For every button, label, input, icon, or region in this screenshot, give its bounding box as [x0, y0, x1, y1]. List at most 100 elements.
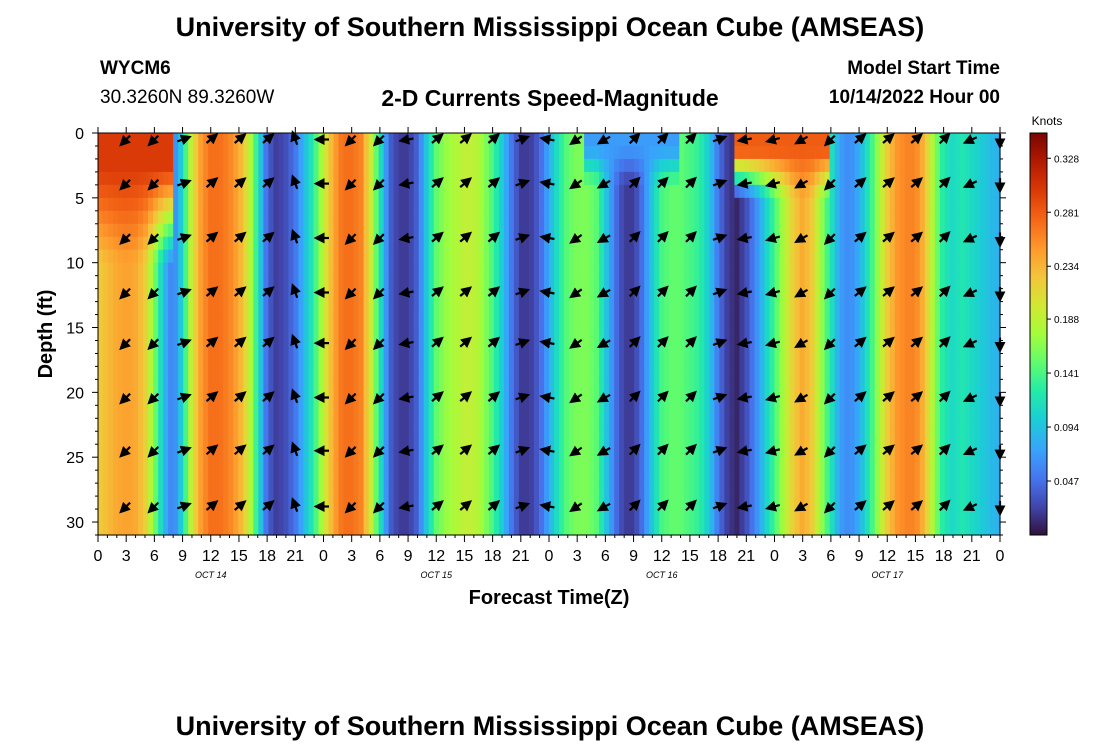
heatmap-cell: [669, 366, 675, 380]
heatmap-cell: [854, 509, 861, 523]
heatmap-cell: [243, 133, 249, 147]
heatmap-cell: [508, 405, 515, 419]
heatmap-cell: [393, 249, 400, 264]
heatmap-cell: [433, 262, 440, 277]
heatmap-cell: [604, 327, 610, 342]
heatmap-cell: [98, 470, 104, 484]
heatmap-cell: [328, 379, 335, 393]
heatmap-cell: [283, 197, 290, 212]
heatmap-cell: [403, 366, 410, 380]
heatmap-cell: [734, 431, 741, 445]
heatmap-cell: [343, 327, 350, 342]
heatmap-cell: [453, 418, 460, 432]
heatmap-cell: [508, 340, 515, 355]
heatmap-cell: [774, 223, 781, 238]
heatmap-cell: [584, 483, 590, 497]
heatmap-cell: [313, 275, 320, 290]
heatmap-cell: [253, 210, 259, 225]
heatmap-cell: [854, 184, 861, 199]
heatmap-cell: [559, 171, 565, 186]
heatmap-cell: [819, 197, 826, 212]
heatmap-cell: [729, 262, 736, 277]
heatmap-cell: [654, 288, 660, 303]
heatmap-cell: [579, 457, 585, 471]
heatmap-cell: [363, 262, 370, 277]
heatmap-cell: [113, 210, 119, 225]
heatmap-cell: [689, 275, 695, 290]
heatmap-cell: [453, 314, 460, 329]
heatmap-cell: [774, 405, 781, 419]
heatmap-cell: [749, 431, 756, 445]
heatmap-cell: [634, 262, 640, 277]
heatmap-cell: [859, 353, 866, 368]
heatmap-cell: [363, 184, 370, 199]
heatmap-cell: [228, 197, 234, 212]
heatmap-cell: [253, 509, 259, 523]
heatmap-cell: [624, 249, 630, 264]
heatmap-cell: [654, 301, 660, 316]
heatmap-cell: [729, 353, 736, 368]
heatmap-cell: [408, 457, 415, 471]
heatmap-cell: [348, 249, 355, 264]
heatmap-cell: [128, 522, 134, 536]
heatmap-cell: [814, 392, 821, 406]
heatmap-cell: [298, 509, 305, 523]
heatmap-cell: [549, 522, 555, 536]
heatmap-cell: [233, 418, 239, 432]
heatmap-cell: [864, 275, 871, 290]
heatmap-cell: [639, 249, 645, 264]
heatmap-cell: [168, 418, 174, 432]
heatmap-cell: [383, 379, 390, 393]
heatmap-cell: [644, 327, 650, 342]
heatmap-cell: [383, 353, 390, 368]
heatmap-cell: [724, 392, 730, 406]
heatmap-cell: [253, 288, 259, 303]
heatmap-cell: [844, 379, 851, 393]
heatmap-cell: [433, 236, 440, 251]
heatmap-cell: [313, 210, 320, 225]
heatmap-cell: [483, 405, 490, 419]
heatmap-cell: [393, 223, 400, 238]
heatmap-cell: [864, 509, 871, 523]
heatmap-cell: [458, 301, 465, 316]
heatmap-cell: [694, 171, 700, 186]
heatmap-cell: [178, 275, 184, 290]
heatmap-cell: [564, 483, 570, 497]
heatmap-cell: [879, 236, 886, 251]
heatmap-cell: [674, 145, 680, 160]
heatmap-cell: [138, 405, 144, 419]
heatmap-cell: [133, 275, 139, 290]
heatmap-cell: [774, 379, 781, 393]
heatmap-cell: [503, 509, 510, 523]
heatmap-cell: [488, 418, 495, 432]
heatmap-cell: [769, 379, 776, 393]
heatmap-cell: [498, 223, 505, 238]
heatmap-cell: [709, 145, 715, 160]
heatmap-cell: [569, 262, 575, 277]
heatmap-cell: [278, 470, 285, 484]
heatmap-cell: [308, 158, 315, 173]
heatmap-cell: [283, 353, 290, 368]
heatmap-cell: [168, 392, 174, 406]
heatmap-cell: [363, 210, 370, 225]
heatmap-cell: [308, 496, 315, 510]
heatmap-cell: [383, 249, 390, 264]
heatmap-cell: [413, 457, 420, 471]
heatmap-cell: [894, 158, 901, 173]
heatmap-cell: [849, 236, 856, 251]
heatmap-cell: [493, 197, 500, 212]
heatmap-cell: [498, 418, 505, 432]
heatmap-cell: [433, 522, 440, 536]
heatmap-cell: [719, 171, 725, 186]
heatmap-cell: [183, 236, 189, 251]
heatmap-cell: [268, 522, 274, 536]
heatmap-cell: [408, 249, 415, 264]
heatmap-cell: [714, 418, 720, 432]
heatmap-cell: [158, 314, 164, 329]
heatmap-cell: [473, 236, 480, 251]
heatmap-cell: [408, 340, 415, 355]
heatmap-cell: [398, 379, 405, 393]
heatmap-cell: [173, 301, 179, 316]
heatmap-cell: [699, 522, 705, 536]
heatmap-cell: [148, 418, 154, 432]
